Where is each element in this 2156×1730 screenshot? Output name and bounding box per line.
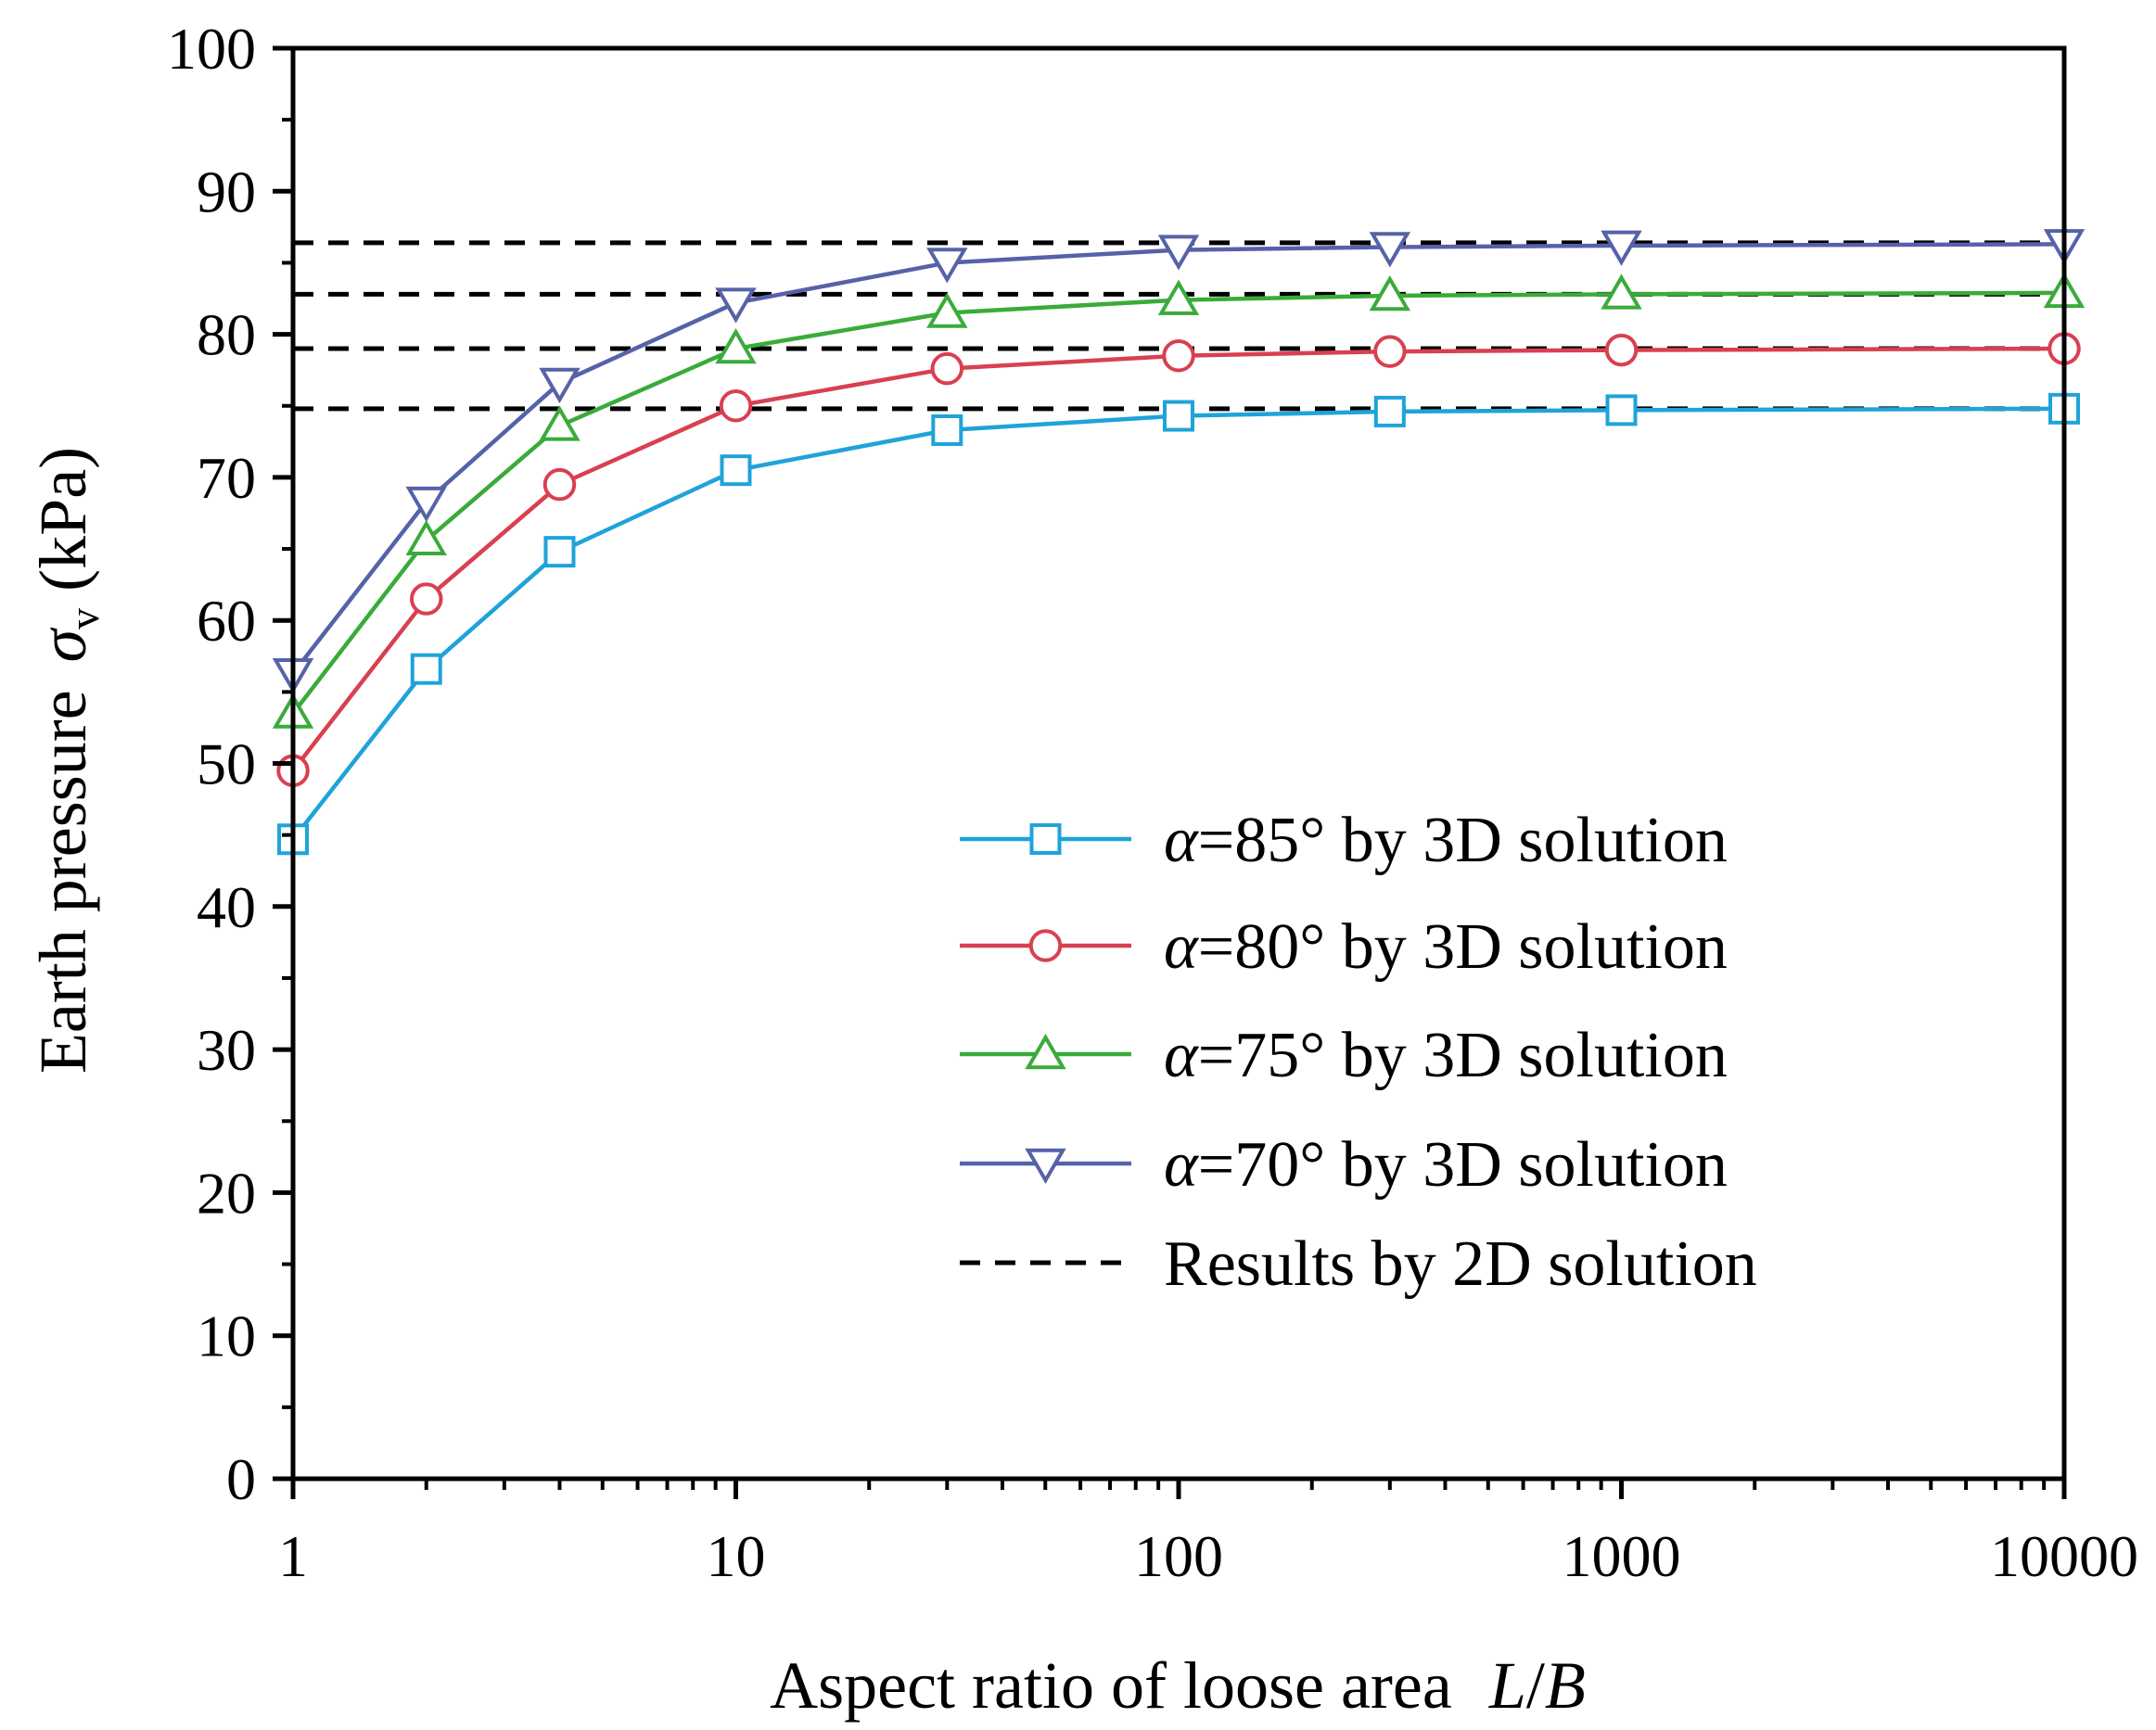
data-point-circle xyxy=(930,351,964,386)
x-tick-label: 100 xyxy=(1134,1523,1223,1589)
legend-label: α=85° by 3D solution xyxy=(1164,805,1728,876)
series-0 xyxy=(277,392,2080,856)
data-point-square xyxy=(410,653,442,685)
data-point-square xyxy=(1163,400,1194,432)
series-layer xyxy=(272,229,2086,856)
y-tick-label: 60 xyxy=(197,588,256,654)
data-point-triangle-up xyxy=(405,519,447,556)
x-tick-label: 1000 xyxy=(1563,1523,1681,1589)
data-point-triangle-down xyxy=(1157,235,1200,271)
y-tick-label: 90 xyxy=(197,159,256,224)
data-point-circle xyxy=(409,582,443,616)
legend-label: α=75° by 3D solution xyxy=(1164,1020,1728,1091)
data-point-triangle-down xyxy=(715,287,757,324)
data-point-triangle-down xyxy=(405,486,447,523)
data-point-circle xyxy=(1162,338,1195,373)
data-point-square xyxy=(1373,395,1406,427)
y-axis-title-unit: (kPa) xyxy=(26,447,100,592)
data-point-square xyxy=(1605,394,1638,426)
data-point-circle xyxy=(1373,335,1407,368)
data-point-circle xyxy=(1604,333,1639,367)
x-axis-title-l: L xyxy=(1488,1648,1526,1723)
x-axis-title-slash: / xyxy=(1526,1648,1545,1723)
y-tick-label: 70 xyxy=(197,445,256,511)
legend-alpha: α xyxy=(1164,1129,1199,1201)
data-point-triangle-down xyxy=(1025,1148,1066,1184)
data-point-circle xyxy=(1028,929,1063,962)
data-point-triangle-down xyxy=(1369,232,1411,268)
data-point-triangle-up xyxy=(1157,279,1200,315)
y-axis-title-sub: v xyxy=(60,608,108,630)
legend-alpha: α xyxy=(1164,1020,1199,1091)
x-axis-title-b: B xyxy=(1545,1648,1586,1723)
legend-label-reference: Results by 2D solution xyxy=(1164,1228,1757,1300)
series-3 xyxy=(272,229,2086,694)
y-axis-title: Earth pressure σv (kPa) xyxy=(26,447,108,1074)
data-point-triangle-up xyxy=(926,292,968,328)
data-point-triangle-down xyxy=(926,248,968,284)
y-tick-label: 10 xyxy=(197,1304,256,1369)
y-tick-label: 40 xyxy=(197,874,256,940)
data-point-square xyxy=(720,454,752,487)
legend-label: α=70° by 3D solution xyxy=(1164,1129,1728,1201)
x-tick-label: 10000 xyxy=(1990,1523,2138,1589)
x-tick-label: 1 xyxy=(278,1523,308,1589)
legend-label: α=80° by 3D solution xyxy=(1164,911,1728,983)
y-axis-title-text: Earth pressure xyxy=(26,690,100,1074)
x-tick-label: 10 xyxy=(707,1523,766,1589)
x-axis-title-text: Aspect ratio of loose area xyxy=(770,1648,1452,1723)
data-point-triangle-down xyxy=(539,367,580,404)
data-point-circle xyxy=(542,467,577,502)
y-axis-title-sym: σ xyxy=(26,627,100,662)
data-point-triangle-up xyxy=(715,328,757,364)
y-tick-label: 100 xyxy=(167,16,256,82)
y-tick-label: 0 xyxy=(226,1446,256,1512)
legend-label-rest: =80° by 3D solution xyxy=(1198,911,1728,983)
series-2 xyxy=(272,272,2086,729)
legend-label-rest: =75° by 3D solution xyxy=(1198,1020,1728,1091)
data-point-triangle-up xyxy=(1369,274,1411,312)
data-point-circle xyxy=(719,389,753,423)
data-point-square xyxy=(1029,823,1062,855)
data-point-triangle-up xyxy=(1025,1034,1066,1070)
x-axis-title: Aspect ratio of loose area L/B xyxy=(770,1648,1586,1723)
y-tick-label: 80 xyxy=(197,302,256,368)
y-tick-label: 30 xyxy=(197,1017,256,1083)
legend-label-rest: =70° by 3D solution xyxy=(1198,1129,1728,1201)
legend-alpha: α xyxy=(1164,805,1199,876)
data-point-triangle-up xyxy=(1601,273,1642,310)
data-point-square xyxy=(931,413,963,446)
y-tick-label: 50 xyxy=(197,731,256,797)
legend-alpha: α xyxy=(1164,911,1199,983)
data-point-square xyxy=(543,536,576,568)
y-tick-label: 20 xyxy=(197,1160,256,1226)
data-point-triangle-up xyxy=(539,405,580,441)
data-point-triangle-down xyxy=(1601,230,1642,266)
legend-label-rest: =85° by 3D solution xyxy=(1198,805,1728,876)
